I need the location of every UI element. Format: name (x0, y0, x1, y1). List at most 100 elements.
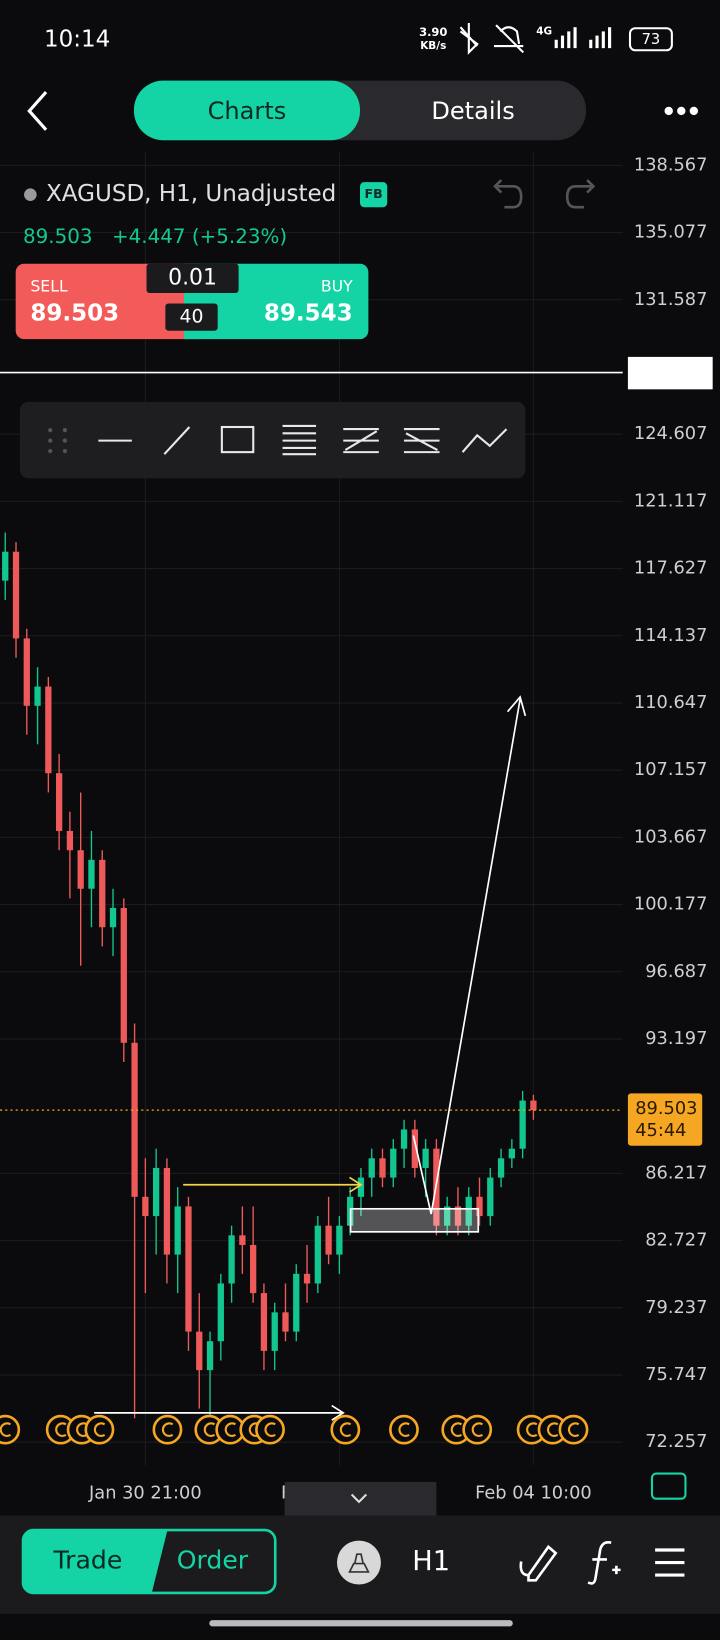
sell-label: SELL (30, 276, 68, 295)
last-price: 89.503 (23, 225, 93, 248)
y-tick-label: 96.687 (645, 961, 707, 982)
back-button[interactable] (27, 91, 48, 131)
candle-body (357, 1177, 365, 1197)
event-icons (0, 1414, 589, 1445)
home-indicator (209, 1620, 513, 1627)
y-tick-label: 138.567 (634, 154, 708, 175)
y-tick-label: 103.667 (634, 826, 708, 847)
event-glyph (398, 1422, 410, 1437)
candle-body (400, 1129, 408, 1149)
trade-active[interactable] (23, 1530, 168, 1593)
candle-body (454, 1206, 462, 1226)
signal (554, 27, 612, 49)
candle-body (303, 1273, 311, 1284)
event-icon (84, 1414, 115, 1445)
candle-body (314, 1225, 321, 1284)
candle-body (508, 1148, 515, 1159)
indicator-tool[interactable] (587, 1541, 621, 1585)
candle-body (379, 1158, 386, 1178)
battery (628, 27, 673, 52)
price-tag-countdown: 45:44 (635, 1120, 686, 1141)
spread-box (165, 303, 218, 331)
candle-body (163, 1167, 171, 1255)
y-tick-label: 107.157 (634, 759, 708, 780)
candle-body (185, 1206, 192, 1332)
tab-active[interactable] (133, 80, 360, 141)
candle-body (77, 850, 84, 889)
mute-icon (493, 24, 524, 54)
order-tab[interactable]: Order (177, 1546, 249, 1575)
event-icon (389, 1414, 419, 1445)
grid: 138.567 135.077 131.587 124.607 121.117 117.6… (0, 151, 708, 1503)
spread: 40 (180, 307, 204, 328)
candle-body (99, 859, 106, 928)
y-tick-label: 75.747 (645, 1364, 707, 1385)
event-icon (0, 1414, 21, 1445)
plot (0, 532, 623, 1423)
event-icon (255, 1414, 285, 1445)
redo[interactable] (565, 179, 596, 209)
undo[interactable] (493, 179, 523, 209)
chart-type-icon (348, 1553, 370, 1573)
event-icon (152, 1414, 183, 1445)
menu-tool[interactable] (655, 1548, 685, 1577)
x-tick-label: Feb 04 10:00 (475, 1482, 592, 1503)
candle-body (2, 551, 9, 581)
candle-body (206, 1341, 214, 1371)
candle-body (325, 1225, 332, 1255)
chart-type-button[interactable] (336, 1540, 381, 1585)
event-glyph (471, 1422, 484, 1437)
net-speed: 3.90 (419, 25, 447, 39)
event-glyph (161, 1422, 174, 1437)
candle-body (217, 1283, 224, 1342)
candle-body (476, 1196, 483, 1217)
y-tick-label: 72.257 (645, 1431, 707, 1452)
bt-icon (459, 23, 479, 55)
event-icon (330, 1414, 361, 1445)
badge-text: FB (365, 186, 383, 201)
sell-price: 89.503 (30, 300, 119, 326)
candle-body (174, 1206, 181, 1255)
candle-body (282, 1312, 289, 1332)
candle-body (23, 638, 30, 706)
buy-price: 89.543 (264, 300, 353, 326)
expand-handle[interactable] (284, 1481, 437, 1516)
tab[interactable]: Charts (208, 97, 287, 125)
candle-body (336, 1225, 343, 1255)
candle-body (487, 1177, 494, 1217)
tab[interactable]: Details (431, 97, 514, 125)
user-drawings (0, 356, 713, 1421)
price-tag-box (627, 1093, 703, 1146)
change: +4.447 (+5.23%) (112, 225, 287, 248)
event-icon (558, 1414, 589, 1445)
y-tick-label: 117.627 (634, 558, 708, 579)
event-glyph (203, 1422, 216, 1437)
buy-label: BUY (321, 276, 353, 295)
arrow-head (349, 1176, 363, 1193)
trade-tab[interactable]: Trade (53, 1546, 123, 1575)
menu-button[interactable] (664, 106, 699, 116)
symbol-name: XAGUSD, H1, Unadjusted (46, 181, 336, 207)
line-tag (627, 356, 713, 390)
event-glyph (568, 1422, 580, 1437)
draw-tool[interactable] (519, 1544, 558, 1582)
candle-body (239, 1235, 246, 1245)
zone-box (349, 1207, 480, 1233)
event-glyph (55, 1422, 67, 1437)
layout-icon[interactable] (650, 1472, 687, 1500)
candle-body (422, 1148, 429, 1168)
candle-body (109, 907, 117, 928)
net-unit: KB/s (420, 40, 446, 52)
event-glyph (450, 1422, 463, 1437)
candle-body (34, 686, 41, 706)
lot-box[interactable] (146, 263, 239, 294)
battery-level: 73 (642, 31, 661, 48)
status-dot (24, 188, 37, 201)
timeframe[interactable]: H1 (412, 1546, 450, 1577)
event-glyph (526, 1422, 538, 1437)
candle-body (196, 1331, 203, 1371)
candle-body (131, 1042, 138, 1197)
event-icon (462, 1414, 493, 1445)
